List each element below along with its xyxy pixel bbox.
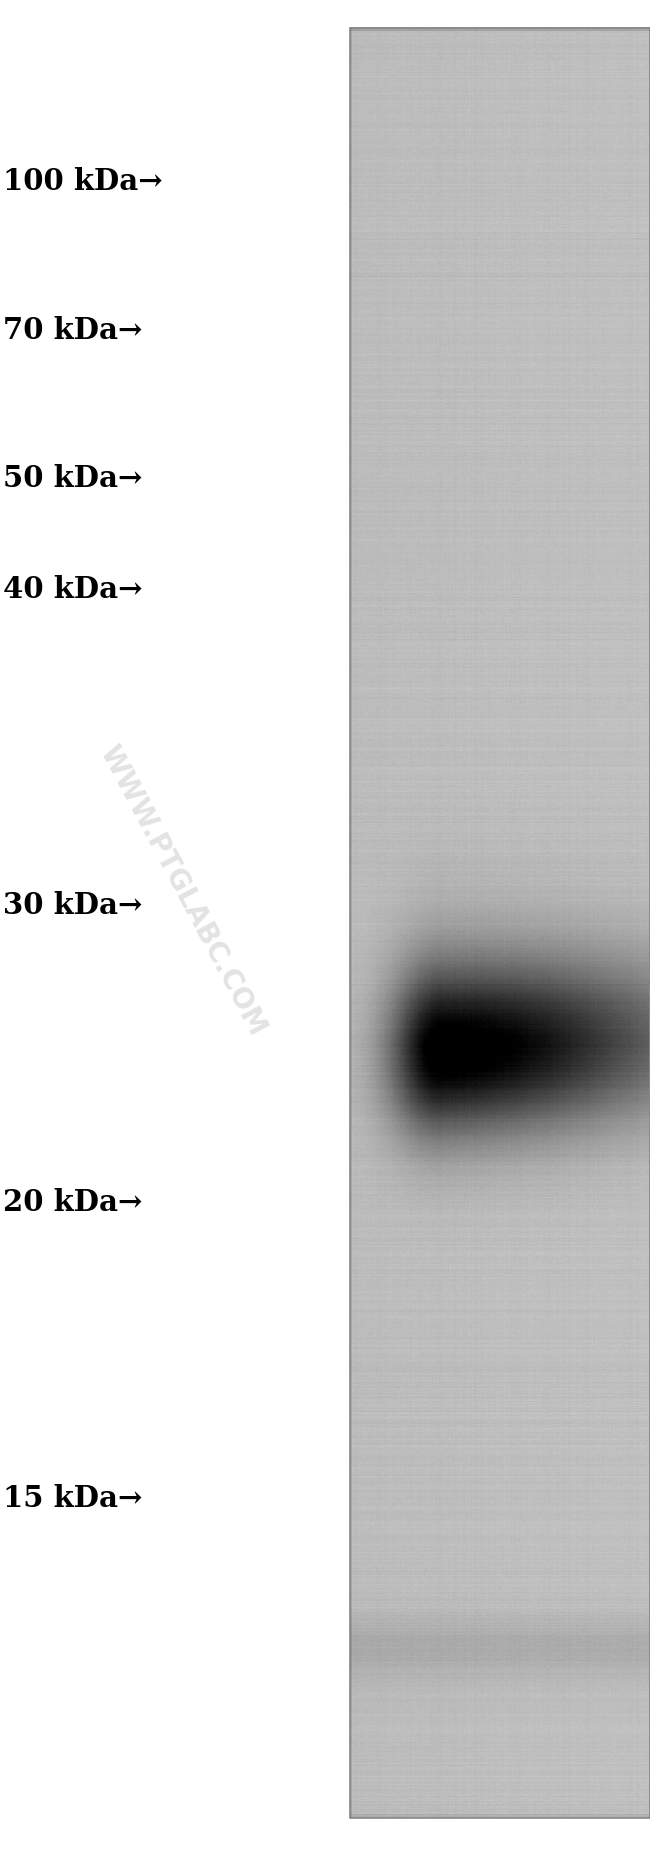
Bar [350, 28, 650, 1818]
Text: 15 kDa→: 15 kDa→ [3, 1484, 142, 1514]
Text: 50 kDa→: 50 kDa→ [3, 464, 142, 493]
Text: 40 kDa→: 40 kDa→ [3, 575, 143, 605]
Text: 100 kDa→: 100 kDa→ [3, 167, 163, 197]
Text: WWW.PTGLABC.COM: WWW.PTGLABC.COM [94, 740, 270, 1041]
Text: 20 kDa→: 20 kDa→ [3, 1187, 142, 1217]
Text: 30 kDa→: 30 kDa→ [3, 890, 142, 920]
Text: 70 kDa→: 70 kDa→ [3, 315, 142, 345]
